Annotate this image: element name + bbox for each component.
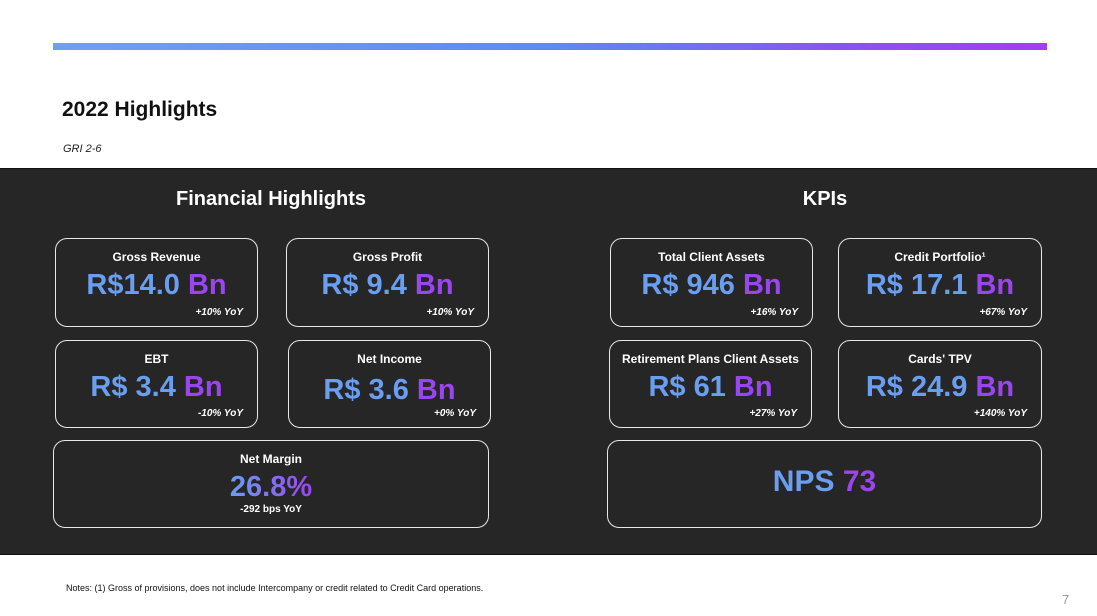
total-client-assets-card: Total Client Assets R$ 946 Bn +16% YoY <box>610 238 813 327</box>
card-label: Net Margin <box>239 452 302 466</box>
card-value: R$ 946 Bn <box>641 269 782 301</box>
card-value: R$14.0 Bn <box>86 269 227 301</box>
card-yoy: +0% YoY <box>434 408 476 419</box>
card-value: R$ 9.4 Bn <box>321 269 454 301</box>
retirement-plans-card: Retirement Plans Client Assets R$ 61 Bn … <box>609 340 812 428</box>
card-value: R$ 24.9 Bn <box>865 371 1015 403</box>
kpis-title: KPIs <box>802 188 848 210</box>
card-yoy: -10% YoY <box>197 408 243 419</box>
card-label: Net Income <box>357 352 422 366</box>
cards-tpv-card: Cards' TPV R$ 24.9 Bn +140% YoY <box>838 340 1042 428</box>
ebt-card: EBT R$ 3.4 Bn -10% YoY <box>55 340 258 428</box>
card-label: Cards' TPV <box>908 352 972 366</box>
card-yoy: +10% YoY <box>426 307 474 318</box>
card-label: Total Client Assets <box>658 250 765 264</box>
top-gradient-bar <box>53 43 1047 50</box>
card-value: 26.8% <box>229 471 313 503</box>
credit-portfolio-card: Credit Portfolio¹ R$ 17.1 Bn +67% YoY <box>838 238 1042 327</box>
gross-profit-card: Gross Profit R$ 9.4 Bn +10% YoY <box>286 238 489 327</box>
card-yoy: +16% YoY <box>750 307 798 318</box>
card-yoy: +27% YoY <box>749 408 797 419</box>
net-margin-card: Net Margin 26.8% -292 bps YoY <box>53 440 489 528</box>
card-label: EBT <box>144 352 169 366</box>
nps-card: NPS 73 <box>607 440 1042 528</box>
nps-value: NPS 73 <box>772 465 877 498</box>
card-value: R$ 61 Bn <box>648 371 773 403</box>
card-value: R$ 3.4 Bn <box>90 371 223 403</box>
page-title: 2022 Highlights <box>62 98 218 121</box>
card-yoy: +140% YoY <box>973 408 1027 419</box>
card-label: Gross Revenue <box>112 250 201 264</box>
footnote: Notes: (1) Gross of provisions, does not… <box>66 583 484 593</box>
net-income-card: Net Income R$ 3.6 Bn +0% YoY <box>288 340 491 428</box>
financial-highlights-title: Financial Highlights <box>175 188 366 210</box>
card-yoy: -292 bps YoY <box>240 504 302 515</box>
card-yoy: +67% YoY <box>979 307 1027 318</box>
page-number: 7 <box>1062 592 1070 607</box>
card-value: R$ 17.1 Bn <box>865 269 1015 301</box>
card-label: Gross Profit <box>352 250 423 264</box>
card-yoy: +10% YoY <box>195 307 243 318</box>
gross-revenue-card: Gross Revenue R$14.0 Bn +10% YoY <box>55 238 258 327</box>
card-label: Retirement Plans Client Assets <box>622 352 799 366</box>
card-label: Credit Portfolio¹ <box>894 250 986 264</box>
card-value: R$ 3.6 Bn <box>323 374 456 406</box>
gri-reference: GRI 2-6 <box>63 143 102 155</box>
